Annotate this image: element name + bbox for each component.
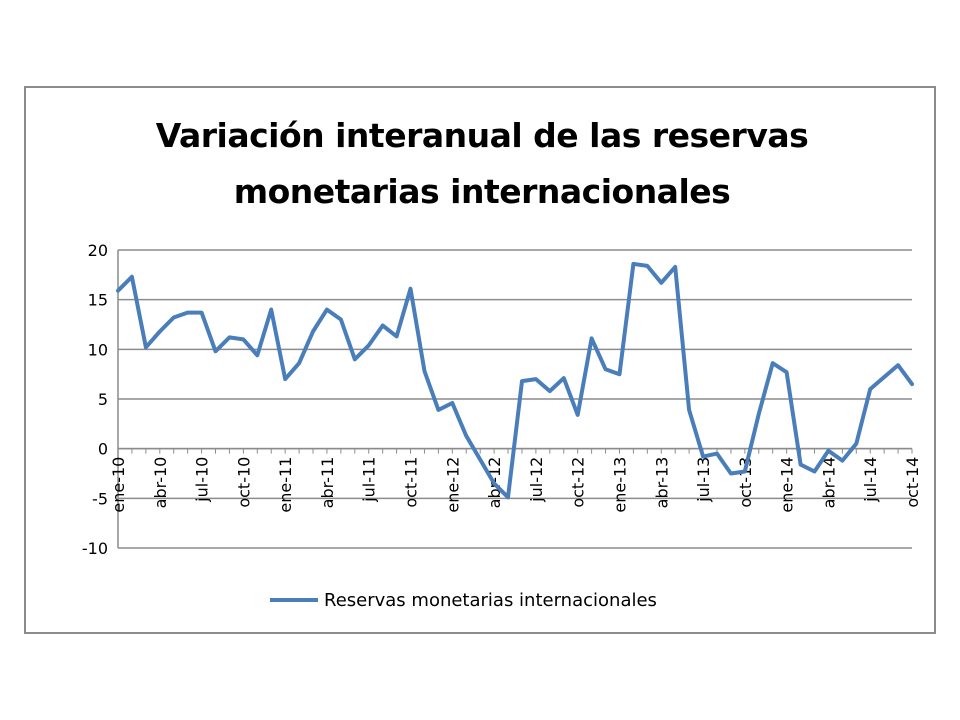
legend-label: Reservas monetarias internacionales — [324, 589, 657, 611]
x-tick-label: ene-10 — [109, 457, 128, 513]
x-axis: ene-10 abr-10 jul-10 oct-10 ene-11 abr-11 jul-… — [109, 250, 922, 548]
legend: Reservas monetarias internacionales — [270, 588, 657, 612]
y-tick-label: -5 — [92, 489, 108, 508]
y-tick-label: 5 — [98, 390, 108, 409]
x-tick-label: abr-10 — [151, 457, 170, 509]
x-tick-label: jul-11 — [360, 457, 379, 503]
y-tick-label: 0 — [98, 440, 108, 459]
x-tick-label: abr-14 — [819, 457, 838, 509]
x-tick-label: oct-13 — [736, 457, 755, 508]
x-tick-label: ene-14 — [778, 457, 797, 513]
chart-title: Variación interanual de las reservas mon… — [26, 108, 938, 220]
chart-title-line1: Variación interanual de las reservas — [155, 116, 809, 155]
chart-title-line2: monetarias internacionales — [233, 172, 731, 211]
x-tick-label: abr-11 — [318, 457, 337, 509]
y-tick-label: -10 — [82, 539, 108, 558]
x-tick-label: ene-11 — [276, 457, 295, 513]
x-tick-label: jul-12 — [527, 457, 546, 503]
y-tick-label: 10 — [88, 340, 108, 359]
x-tick-label: abr-13 — [652, 457, 671, 509]
y-tick-label: 20 — [88, 241, 108, 260]
x-tick-label: ene-13 — [610, 457, 629, 513]
x-tick-label: oct-11 — [402, 457, 421, 508]
x-tick-label: oct-14 — [903, 457, 922, 508]
series-group — [116, 261, 914, 500]
x-tick-label: oct-10 — [234, 457, 253, 508]
x-tick-label: jul-10 — [193, 457, 212, 503]
y-axis-tick-labels: 20 15 10 5 0 -5 -10 — [82, 241, 108, 558]
x-tick-label: ene-12 — [443, 457, 462, 513]
x-tick-label: jul-13 — [694, 457, 713, 503]
y-tick-label: 15 — [88, 291, 108, 310]
chart-frame: Variación interanual de las reservas mon… — [24, 86, 936, 634]
series-line-0 — [116, 261, 914, 500]
x-tick-label: oct-12 — [569, 457, 588, 508]
x-tick-label: jul-14 — [861, 457, 880, 503]
legend-swatch — [270, 598, 318, 602]
